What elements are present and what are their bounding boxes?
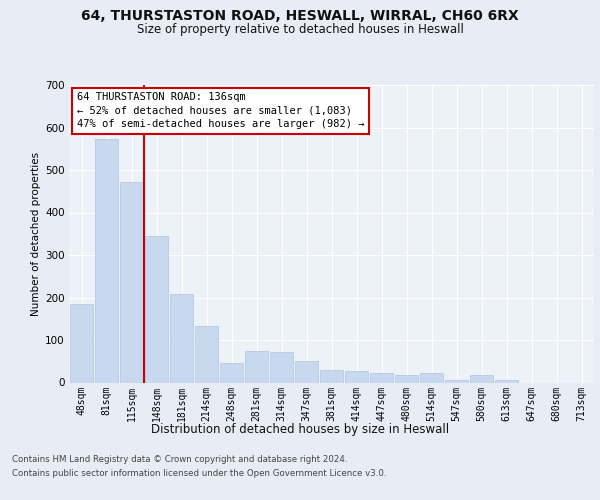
Bar bbox=[119, 182, 143, 382]
Bar bbox=[344, 372, 368, 382]
Bar bbox=[370, 373, 394, 382]
Bar bbox=[269, 352, 293, 382]
Bar bbox=[145, 236, 169, 382]
Y-axis label: Number of detached properties: Number of detached properties bbox=[31, 152, 41, 316]
Bar bbox=[95, 140, 118, 382]
Text: 64, THURSTASTON ROAD, HESWALL, WIRRAL, CH60 6RX: 64, THURSTASTON ROAD, HESWALL, WIRRAL, C… bbox=[81, 9, 519, 23]
Bar bbox=[470, 376, 493, 382]
Bar bbox=[220, 363, 244, 382]
Text: Contains public sector information licensed under the Open Government Licence v3: Contains public sector information licen… bbox=[12, 468, 386, 477]
Bar bbox=[245, 350, 268, 382]
Bar bbox=[419, 373, 443, 382]
Bar bbox=[395, 376, 418, 382]
Text: 64 THURSTASTON ROAD: 136sqm
← 52% of detached houses are smaller (1,083)
47% of : 64 THURSTASTON ROAD: 136sqm ← 52% of det… bbox=[77, 92, 364, 129]
Text: Distribution of detached houses by size in Heswall: Distribution of detached houses by size … bbox=[151, 422, 449, 436]
Text: Contains HM Land Registry data © Crown copyright and database right 2024.: Contains HM Land Registry data © Crown c… bbox=[12, 455, 347, 464]
Bar bbox=[295, 361, 319, 382]
Bar bbox=[170, 294, 193, 382]
Bar bbox=[194, 326, 218, 382]
Bar bbox=[70, 304, 94, 382]
Bar bbox=[445, 380, 469, 382]
Bar bbox=[494, 380, 518, 382]
Bar bbox=[320, 370, 343, 382]
Text: Size of property relative to detached houses in Heswall: Size of property relative to detached ho… bbox=[137, 22, 463, 36]
